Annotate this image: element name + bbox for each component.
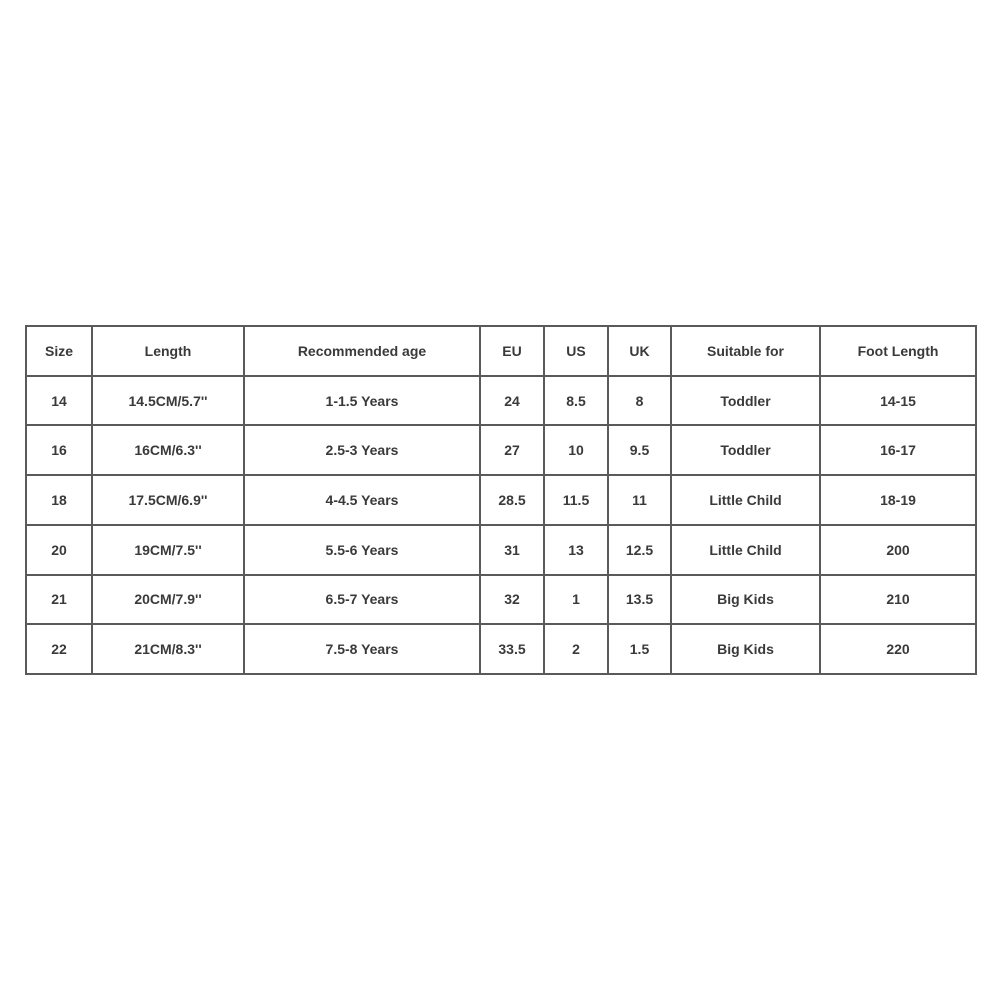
table-cell: 19CM/7.5'' [91,523,245,576]
table-cell: 1-1.5 Years [243,374,481,427]
table-row: 21 20CM/7.9'' 6.5-7 Years 32 1 13.5 Big Kids 21… [25,573,977,626]
column-header: UK [607,325,672,377]
table-row: 20 19CM/7.5'' 5.5-6 Years 31 13 12.5 Little Ch… [25,523,977,576]
table-cell: 16-17 [819,424,977,477]
table-cell: 11 [607,474,672,526]
table-cell: 17.5CM/6.9'' [91,474,245,526]
table-cell: 13.5 [607,573,672,626]
table-cell: 16CM/6.3'' [91,424,245,477]
column-header: Recommended age [243,325,481,377]
table-cell: Little Child [670,523,821,576]
table-cell: 13 [543,523,609,576]
table-cell: Toddler [670,424,821,477]
table-cell: 27 [479,424,545,477]
table-row: 22 21CM/8.3'' 7.5-8 Years 33.5 2 1.5 Big Kids 2… [25,623,977,675]
table-cell: 22 [25,623,93,675]
table-cell: Big Kids [670,573,821,626]
table-row: 14 14.5CM/5.7'' 1-1.5 Years 24 8.5 8 Toddler 14… [25,374,977,427]
column-header: EU [479,325,545,377]
table-cell: 24 [479,374,545,427]
table-cell: 12.5 [607,523,672,576]
size-chart-table: Size Length Recommended age EU US UK Suitable … [25,325,977,675]
table-cell: 1 [543,573,609,626]
table-cell: 14.5CM/5.7'' [91,374,245,427]
table-cell: 31 [479,523,545,576]
table-cell: 6.5-7 Years [243,573,481,626]
column-header: Length [91,325,245,377]
column-header: US [543,325,609,377]
table-cell: 2.5-3 Years [243,424,481,477]
table-cell: 18-19 [819,474,977,526]
table-cell: 5.5-6 Years [243,523,481,576]
table-cell: 21 [25,573,93,626]
table-cell: 18 [25,474,93,526]
table-cell: 210 [819,573,977,626]
table-cell: 8 [607,374,672,427]
table-cell: 200 [819,523,977,576]
column-header: Size [25,325,93,377]
table-cell: Little Child [670,474,821,526]
table-cell: 220 [819,623,977,675]
table-cell: 33.5 [479,623,545,675]
table-cell: 2 [543,623,609,675]
table-row: 18 17.5CM/6.9'' 4-4.5 Years 28.5 11.5 11 Littl… [25,474,977,526]
table-cell: Toddler [670,374,821,427]
table-cell: 28.5 [479,474,545,526]
column-header: Suitable for [670,325,821,377]
column-header: Foot Length [819,325,977,377]
table-cell: 21CM/8.3'' [91,623,245,675]
table-cell: 11.5 [543,474,609,526]
table-cell: 20CM/7.9'' [91,573,245,626]
table-cell: 16 [25,424,93,477]
table-cell: 20 [25,523,93,576]
table-cell: 10 [543,424,609,477]
table-cell: 8.5 [543,374,609,427]
table-cell: 32 [479,573,545,626]
table-cell: 9.5 [607,424,672,477]
table-cell: 7.5-8 Years [243,623,481,675]
table-cell: Big Kids [670,623,821,675]
table-cell: 14 [25,374,93,427]
table-cell: 1.5 [607,623,672,675]
table-cell: 14-15 [819,374,977,427]
header-row: Size Length Recommended age EU US UK Suitable … [25,325,977,377]
table-row: 16 16CM/6.3'' 2.5-3 Years 27 10 9.5 Toddler 16-… [25,424,977,477]
table-cell: 4-4.5 Years [243,474,481,526]
